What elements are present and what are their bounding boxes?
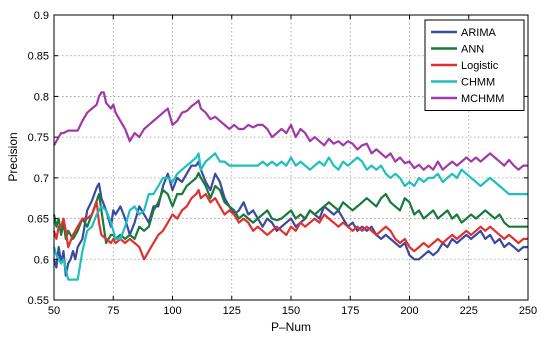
axis-ticks: 50 75 100 125 150 175 200 225 250 0.55 0.6 0.65 0.7 0…: [28, 10, 538, 317]
y-tick-label: 0.8: [34, 91, 49, 103]
x-tick-label: 225: [460, 305, 478, 317]
x-tick-label: 200: [400, 305, 418, 317]
x-tick-label: 250: [519, 305, 537, 317]
series-line-chmm: [52, 152, 528, 281]
legend-label-mchmm: MCHMM: [461, 93, 504, 105]
y-tick-label: 0.55: [28, 295, 49, 307]
x-axis-label: P–Num: [271, 320, 311, 334]
y-tick-label: 0.75: [28, 132, 49, 144]
x-tick-label: 125: [223, 305, 241, 317]
legend-label-chmm: CHMM: [461, 77, 495, 89]
series-line-logistic: [52, 189, 528, 261]
x-tick-label: 150: [282, 305, 300, 317]
legend: ARIMA ANN Logistic CHMM MCHMM: [424, 19, 525, 111]
legend-label-ann: ANN: [461, 44, 484, 56]
y-tick-label: 0.7: [34, 173, 49, 185]
legend-label-arima: ARIMA: [461, 27, 497, 39]
x-tick-label: 75: [107, 305, 119, 317]
x-tick-label: 50: [48, 305, 60, 317]
y-tick-label: 0.85: [28, 51, 49, 63]
legend-label-logistic: Logistic: [461, 60, 499, 72]
y-tick-label: 0.6: [34, 254, 49, 266]
y-tick-label: 0.65: [28, 214, 49, 226]
x-tick-label: 175: [341, 305, 359, 317]
series-line-mchmm: [53, 91, 528, 171]
y-axis-label: Precision: [6, 132, 20, 181]
x-tick-label: 100: [163, 305, 181, 317]
y-tick-label: 0.9: [34, 10, 49, 22]
series-lines: [52, 91, 528, 281]
